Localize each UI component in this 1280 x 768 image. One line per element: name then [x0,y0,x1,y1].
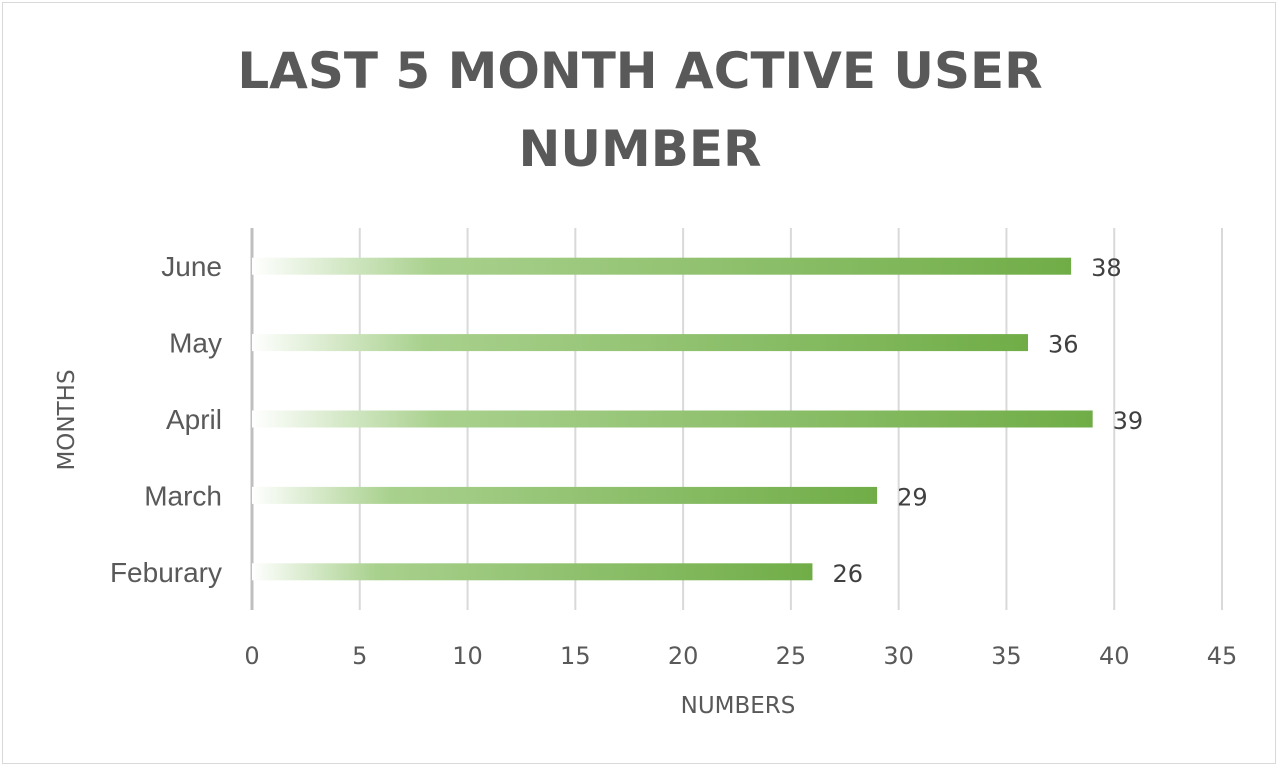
x-tick-label-30: 30 [883,642,914,670]
data-label-feburary: 26 [832,560,863,588]
data-label-june: 38 [1091,254,1122,282]
data-label-april: 39 [1113,407,1144,435]
category-label-feburary: Feburary [110,557,222,588]
x-tick-label-40: 40 [1099,642,1130,670]
x-axis-title: NUMBERS [681,693,796,719]
x-tick-label-25: 25 [776,642,807,670]
labels: 0 5 10 15 20 25 30 35 40 45 June 38 May 36 April 39 Marc… [110,251,1237,670]
data-label-march: 29 [897,483,928,511]
category-label-march: March [144,480,222,511]
y-axis-title: MONTHS [54,369,80,470]
category-label-april: April [166,404,222,435]
x-tick-label-35: 35 [991,642,1022,670]
category-label-may: May [169,328,222,359]
x-tick-label-5: 5 [352,642,367,670]
x-tick-label-15: 15 [560,642,591,670]
category-label-june: June [161,251,222,282]
bars [252,257,1093,581]
x-tick-label-20: 20 [668,642,699,670]
bar-april [252,410,1093,428]
x-tick-label-0: 0 [244,642,259,670]
chart-title-line-1: LAST 5 MONTH ACTIVE USER [237,42,1042,100]
bar-march [252,486,878,504]
bar-may [252,334,1028,352]
gridlines [250,228,1223,610]
data-label-may: 36 [1048,331,1079,359]
x-tick-label-10: 10 [452,642,483,670]
bar-june [252,257,1072,275]
x-tick-label-45: 45 [1207,642,1238,670]
chart-title-line-2: NUMBER [519,120,762,178]
bar-feburary [252,563,813,581]
